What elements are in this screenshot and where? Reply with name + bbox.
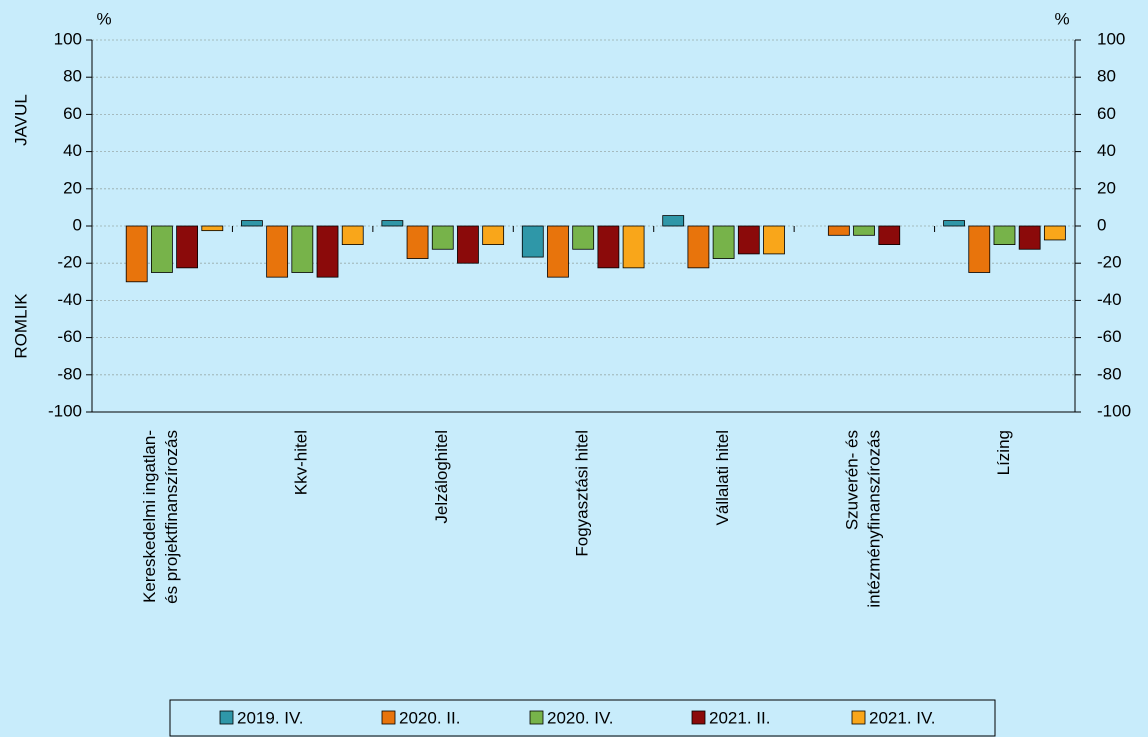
y-tick-label: -60 [57,327,82,346]
x-tick-label: Kkv-hitel [292,430,311,495]
bar [878,225,901,246]
y2-tick-label: 40 [1097,141,1116,160]
bar [201,225,224,232]
bar [597,225,620,269]
x-tick-label: Jelzáloghitel [433,430,452,524]
bar [968,225,991,273]
bar [827,225,850,236]
y2-tick-label: 20 [1097,178,1116,197]
legend-swatch [851,710,866,725]
legend-label: 2019. IV. [237,708,304,727]
bar [381,220,404,227]
bar [341,225,364,246]
y2-tick-label: -80 [1097,364,1122,383]
x-tick-label: Lízing [994,430,1013,475]
y2-tick-label: -40 [1097,290,1122,309]
bar [125,225,148,283]
y2-tick-label: 60 [1097,104,1116,123]
y2-unit: % [1054,9,1069,28]
legend-label: 2020. IV. [547,708,614,727]
bar [572,225,595,250]
y-tick-label: -80 [57,364,82,383]
bar [737,225,760,255]
bar [1043,225,1066,241]
y2-tick-label: 100 [1097,29,1125,48]
bar [853,225,875,236]
legend-swatch [529,710,544,725]
bar [993,225,1016,246]
y-tick-label: -40 [57,290,82,309]
bar [763,225,785,255]
y2-tick-label: 80 [1097,67,1116,86]
legend-label: 2021. IV. [869,708,936,727]
bar [687,225,710,269]
bar [521,225,544,258]
bar [316,225,339,278]
y2-tick-label: -60 [1097,327,1122,346]
bar [406,225,429,259]
legend-label: 2021. II. [709,708,770,727]
annotation: JAVUL [11,94,30,146]
y2-tick-label: -20 [1097,253,1122,272]
bar [150,225,173,273]
bar [622,225,645,269]
y-tick-label: 0 [73,215,82,234]
y-tick-label: -20 [57,253,82,272]
bar [176,225,199,269]
bar [241,220,263,227]
y-tick-label: 20 [63,178,82,197]
y-tick-label: 60 [63,104,82,123]
x-tick-label: Kereskedelmi ingatlan-és projektfinanszí… [141,430,182,604]
x-tick-label: Vállalati hitel [713,430,732,525]
y-tick-label: 80 [63,67,82,86]
legend-swatch [381,710,396,725]
legend-label: 2020. II. [399,708,460,727]
bar [662,215,685,227]
bar [482,225,505,246]
y2-tick-label: 0 [1097,215,1106,234]
bar [266,225,289,278]
bar [712,225,735,259]
annotation: ROMLIK [11,293,30,359]
bar [431,225,454,250]
y2-tick-label: -100 [1097,401,1131,420]
legend-swatch [691,710,706,725]
y-tick-label: 40 [63,141,82,160]
legend-swatch [219,710,234,725]
y-tick-label: 100 [54,29,82,48]
bar [1018,225,1041,250]
bar [943,220,965,227]
x-tick-label: Szuverén- és intézményfinanszírozás [843,430,884,608]
y-tick-label: -100 [48,401,82,420]
legend-box [169,699,996,737]
bar [457,225,479,264]
x-tick-label: Fogyasztási hitel [573,430,592,557]
bar [547,225,569,278]
bar [291,225,314,273]
y-unit: % [96,9,111,28]
